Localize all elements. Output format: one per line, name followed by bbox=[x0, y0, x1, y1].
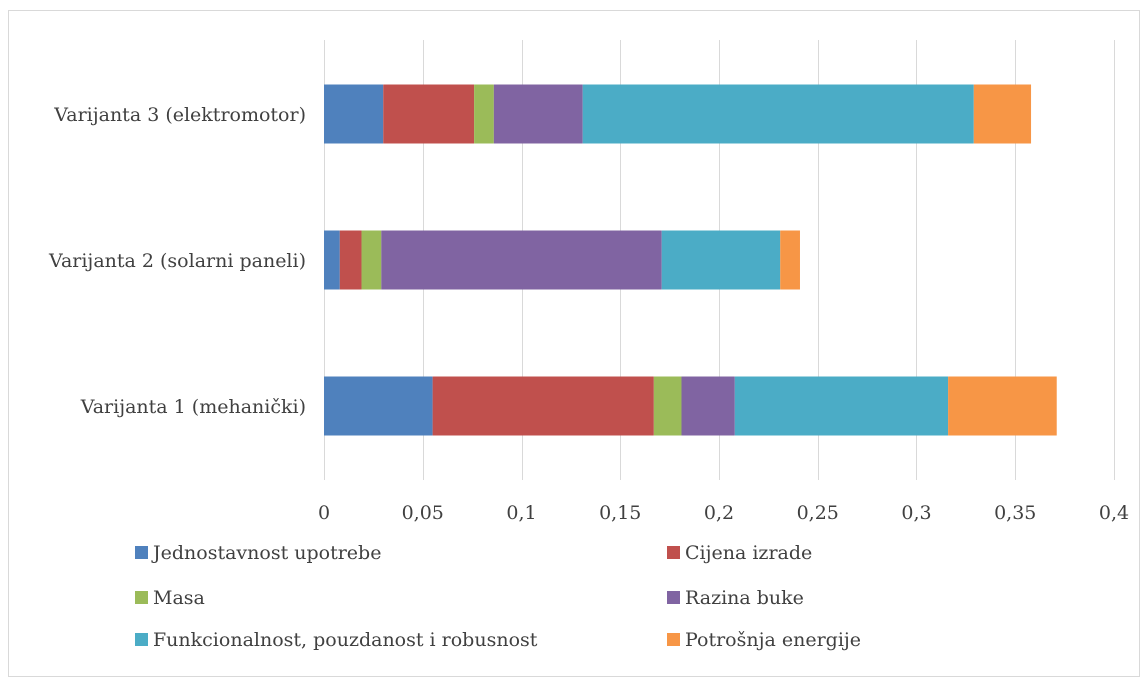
bar-segment bbox=[973, 84, 1032, 144]
legend-swatch bbox=[135, 591, 148, 604]
category-label: Varijanta 3 (elektromotor) bbox=[53, 104, 306, 126]
legend-item: Jednostavnost upotrebe bbox=[135, 542, 381, 564]
x-tick-label: 0,2 bbox=[704, 502, 734, 524]
bar-segment bbox=[383, 84, 475, 144]
legend-item: Funkcionalnost, pouzdanost i robusnost bbox=[135, 629, 538, 651]
x-tick-label: 0,25 bbox=[797, 502, 839, 524]
bar-segment bbox=[681, 376, 735, 436]
legend-label: Potrošnja energije bbox=[685, 629, 861, 651]
bar-segment bbox=[432, 376, 654, 436]
bar-segment bbox=[493, 84, 583, 144]
bars bbox=[324, 84, 1057, 436]
bar-segment bbox=[474, 84, 494, 144]
x-tick-label: 0,05 bbox=[402, 502, 444, 524]
x-tick-label: 0,1 bbox=[506, 502, 536, 524]
x-tick-label: 0,3 bbox=[901, 502, 931, 524]
x-tick-label: 0,4 bbox=[1099, 502, 1129, 524]
x-tick-labels: 0 0,05 0,1 0,15 0,2 0,25 0,3 0,35 0,4 bbox=[318, 502, 1129, 524]
bar-segment bbox=[361, 230, 382, 290]
legend-swatch bbox=[667, 633, 680, 646]
category-labels: Varijanta 1 (mehanički) Varijanta 2 (sola… bbox=[48, 104, 306, 418]
bar-segment bbox=[582, 84, 974, 144]
category-label: Varijanta 2 (solarni paneli) bbox=[48, 250, 306, 272]
legend-item: Potrošnja energije bbox=[667, 629, 861, 651]
bar-segment bbox=[780, 230, 800, 290]
legend-label: Funkcionalnost, pouzdanost i robusnost bbox=[153, 629, 538, 651]
category-label: Varijanta 1 (mehanički) bbox=[80, 396, 306, 418]
legend: Jednostavnost upotrebe Cijena izrade Masa R… bbox=[135, 542, 861, 651]
legend-swatch bbox=[667, 591, 680, 604]
bar-segment bbox=[734, 376, 949, 436]
bar-segment bbox=[661, 230, 781, 290]
legend-item: Masa bbox=[135, 587, 205, 609]
legend-label: Razina buke bbox=[685, 587, 804, 609]
x-tick-label: 0,15 bbox=[599, 502, 641, 524]
legend-item: Cijena izrade bbox=[667, 542, 812, 564]
x-tick-label: 0,35 bbox=[994, 502, 1036, 524]
legend-swatch bbox=[135, 546, 148, 559]
legend-label: Masa bbox=[153, 587, 205, 609]
x-tick-label: 0 bbox=[318, 502, 330, 524]
legend-swatch bbox=[135, 633, 148, 646]
bar-segment bbox=[339, 230, 362, 290]
legend-swatch bbox=[667, 546, 680, 559]
bar-segment bbox=[324, 230, 340, 290]
bar-segment bbox=[948, 376, 1057, 436]
bar-segment bbox=[653, 376, 682, 436]
bar-segment bbox=[324, 376, 433, 436]
bar-segment bbox=[324, 84, 384, 144]
legend-item: Razina buke bbox=[667, 587, 804, 609]
legend-label: Jednostavnost upotrebe bbox=[151, 542, 381, 564]
bar-segment bbox=[381, 230, 662, 290]
legend-label: Cijena izrade bbox=[685, 542, 812, 564]
